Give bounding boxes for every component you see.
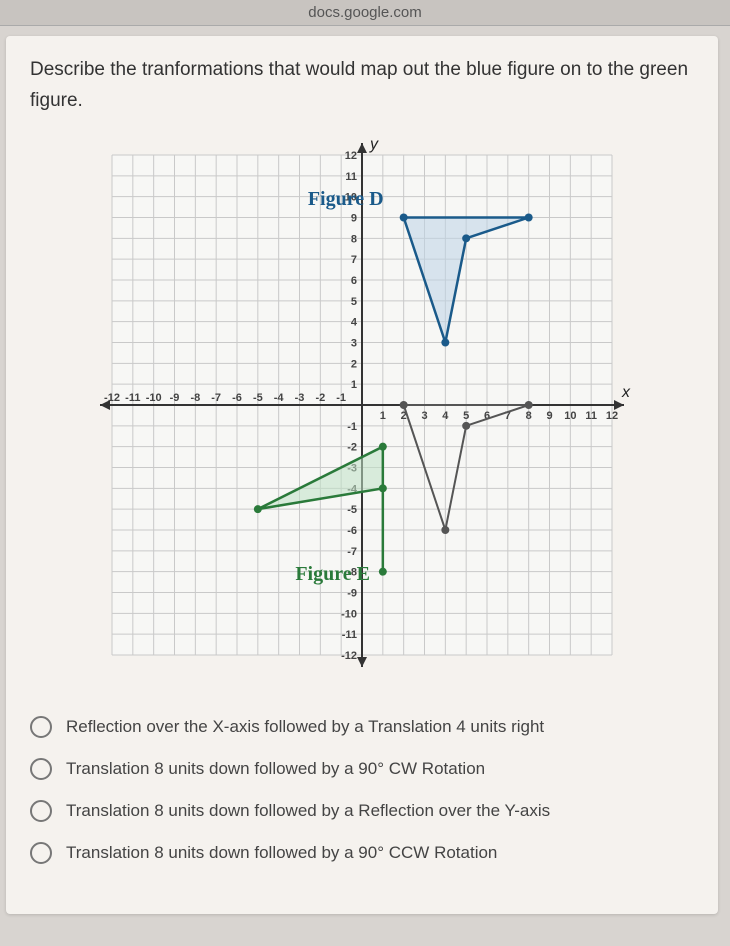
svg-text:-9: -9 <box>170 392 180 404</box>
option-label: Translation 8 units down followed by a R… <box>66 801 550 821</box>
svg-text:12: 12 <box>606 410 618 422</box>
svg-text:4: 4 <box>442 410 449 422</box>
svg-text:6: 6 <box>351 275 357 287</box>
svg-text:4: 4 <box>351 316 358 328</box>
svg-text:5: 5 <box>351 296 357 308</box>
radio-icon[interactable] <box>30 758 52 780</box>
svg-text:-3: -3 <box>295 392 305 404</box>
svg-text:11: 11 <box>345 171 357 183</box>
svg-text:9: 9 <box>351 212 357 224</box>
radio-icon[interactable] <box>30 842 52 864</box>
svg-text:-5: -5 <box>347 504 357 516</box>
svg-text:2: 2 <box>351 358 357 370</box>
svg-text:-11: -11 <box>125 392 140 404</box>
url-bar: docs.google.com <box>0 0 730 26</box>
svg-text:7: 7 <box>351 254 357 266</box>
option-label: Reflection over the X-axis followed by a… <box>66 717 544 737</box>
svg-text:Figure D: Figure D <box>308 188 384 210</box>
svg-text:5: 5 <box>463 410 469 422</box>
svg-text:-4: -4 <box>274 392 285 404</box>
svg-text:1: 1 <box>351 379 357 391</box>
svg-text:-6: -6 <box>347 525 357 537</box>
answer-option-3[interactable]: Translation 8 units down followed by a 9… <box>30 832 694 874</box>
svg-text:-12: -12 <box>341 650 357 662</box>
svg-text:10: 10 <box>564 410 576 422</box>
question-text: Describe the tranformations that would m… <box>30 54 694 117</box>
svg-text:-1: -1 <box>336 392 346 404</box>
svg-text:-7: -7 <box>211 392 221 404</box>
svg-text:Figure E: Figure E <box>295 563 370 585</box>
svg-text:-2: -2 <box>315 392 325 404</box>
svg-text:3: 3 <box>351 337 357 349</box>
svg-text:-7: -7 <box>347 546 357 558</box>
svg-text:-10: -10 <box>341 608 357 620</box>
svg-text:y: y <box>369 136 379 153</box>
svg-text:12: 12 <box>345 150 357 162</box>
svg-text:x: x <box>621 384 631 401</box>
radio-icon[interactable] <box>30 716 52 738</box>
answer-option-0[interactable]: Reflection over the X-axis followed by a… <box>30 706 694 748</box>
svg-text:-9: -9 <box>347 587 357 599</box>
svg-text:11: 11 <box>585 410 597 422</box>
svg-text:8: 8 <box>351 233 357 245</box>
option-label: Translation 8 units down followed by a 9… <box>66 759 485 779</box>
svg-text:-11: -11 <box>342 629 357 641</box>
svg-text:9: 9 <box>546 410 552 422</box>
option-label: Translation 8 units down followed by a 9… <box>66 843 497 863</box>
svg-text:8: 8 <box>526 410 532 422</box>
svg-text:-5: -5 <box>253 392 263 404</box>
answer-option-2[interactable]: Translation 8 units down followed by a R… <box>30 790 694 832</box>
svg-text:-12: -12 <box>104 392 120 404</box>
svg-text:3: 3 <box>421 410 427 422</box>
svg-text:-1: -1 <box>347 421 357 433</box>
svg-text:-8: -8 <box>190 392 200 404</box>
svg-text:1: 1 <box>380 410 386 422</box>
coordinate-chart: -12-11-10-9-8-7-6-5-4-3-2-11234567891011… <box>92 135 632 680</box>
radio-icon[interactable] <box>30 800 52 822</box>
question-card: Describe the tranformations that would m… <box>6 36 718 914</box>
answer-option-1[interactable]: Translation 8 units down followed by a 9… <box>30 748 694 790</box>
svg-text:-10: -10 <box>146 392 162 404</box>
svg-text:-2: -2 <box>347 441 357 453</box>
svg-text:-6: -6 <box>232 392 242 404</box>
